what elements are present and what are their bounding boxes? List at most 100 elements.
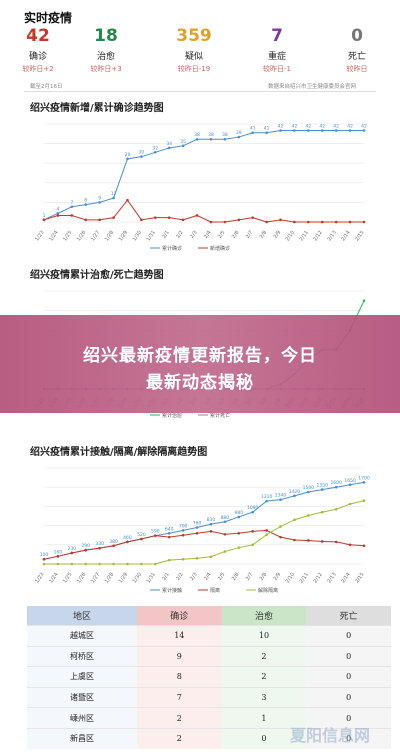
series-line xyxy=(43,529,365,560)
stat-delta-2: 较昨日-19 xyxy=(177,65,211,73)
data-point xyxy=(195,137,199,141)
data-label: 42 xyxy=(361,124,367,130)
x-tick-label: 2/9 xyxy=(273,230,283,240)
x-tick-label: 1/25 xyxy=(62,230,73,243)
data-point xyxy=(265,529,268,532)
x-tick-label: 2/6 xyxy=(231,572,241,582)
data-label: 38 xyxy=(222,132,228,138)
data-point xyxy=(70,205,74,209)
data-label: 1 xyxy=(43,213,46,219)
data-point xyxy=(237,218,241,222)
data-point xyxy=(279,498,282,501)
x-tick-label: 2/10 xyxy=(285,230,296,243)
legend-label: 解除隔离 xyxy=(258,587,278,594)
data-label: 590 xyxy=(151,529,160,535)
data-label: 700 xyxy=(179,523,188,529)
data-point xyxy=(223,520,227,524)
table-cell: 2 xyxy=(221,645,307,667)
data-point xyxy=(307,539,310,542)
data-label: 980 xyxy=(234,510,243,516)
data-point xyxy=(251,510,254,514)
data-point xyxy=(98,201,101,204)
data-label: 1550 xyxy=(317,483,329,489)
data-label: 1420 xyxy=(289,489,301,495)
data-point xyxy=(237,515,241,519)
data-point xyxy=(126,562,129,566)
data-point xyxy=(362,129,366,132)
data-point xyxy=(167,531,171,535)
x-tick-label: 1/27 xyxy=(90,572,101,585)
stat-label-1: 治愈 xyxy=(96,52,115,62)
data-label: 42 xyxy=(333,124,339,130)
watermark-logo: 夏阳信息网 xyxy=(289,726,370,745)
data-point xyxy=(70,562,74,566)
data-point xyxy=(237,546,241,549)
data-point xyxy=(84,562,88,566)
x-tick-label: 1/23 xyxy=(34,572,45,585)
table-cell: 0 xyxy=(306,727,391,749)
data-label: 39 xyxy=(236,130,242,136)
legend-label: 隔离 xyxy=(210,587,220,594)
data-point xyxy=(293,220,296,224)
data-point xyxy=(181,533,185,537)
data-point xyxy=(265,220,268,224)
header-confirmed: 确诊 xyxy=(136,606,222,626)
data-point xyxy=(293,129,296,132)
data-point xyxy=(42,557,46,561)
table-row: 柯桥区 9 2 0 xyxy=(27,645,391,667)
data-label: 7 xyxy=(70,200,73,206)
table-cell: 2 xyxy=(136,707,222,729)
x-tick-label: 2/1 xyxy=(161,572,171,582)
data-point xyxy=(307,220,310,224)
chart-confirmed: 1/23 1/24 1/25 1/26 1/27 1/28 1/29 1/30 1/31 2/1 2… xyxy=(34,124,367,252)
data-point xyxy=(293,538,296,542)
table-cell: 0 xyxy=(306,707,391,729)
data-label: 1600 xyxy=(330,480,342,486)
page-title: 实时疫情 xyxy=(24,11,73,25)
headline-banner xyxy=(0,315,400,413)
data-point xyxy=(320,540,324,543)
x-tick-label: 2/10 xyxy=(285,572,296,585)
header-cured: 治愈 xyxy=(221,606,307,626)
table-cell: 3 xyxy=(221,686,307,708)
series-line xyxy=(43,481,365,560)
chart-contacts: 1/23 1/24 1/25 1/26 1/27 1/28 1/29 1/30 1/31 2/1 2… xyxy=(34,467,370,594)
data-label: 830 xyxy=(207,517,216,523)
data-point xyxy=(251,530,254,533)
data-point xyxy=(126,157,129,161)
series-line xyxy=(43,130,364,221)
table-cell: 2 xyxy=(221,666,307,688)
data-point xyxy=(112,562,115,566)
legend-label: 新增确诊 xyxy=(210,245,230,252)
region-table: 地区 确诊 治愈 死亡 越城区 14 10 0 柯桥区 9 2 0 上虞区 8 2 0 诸暨区 7 3 0 嵊州… xyxy=(27,606,391,749)
data-point xyxy=(140,218,143,222)
table-header-row: 地区 确诊 治愈 死亡 xyxy=(27,606,391,626)
data-point xyxy=(334,507,338,511)
x-tick-label: 2/1 xyxy=(161,230,171,240)
series-line xyxy=(44,500,365,565)
data-point xyxy=(223,550,227,553)
x-tick-label: 2/2 xyxy=(175,572,185,582)
headline-text[interactable]: 绍兴最新疫情更新报告，今日 最新动态揭秘 xyxy=(0,343,400,397)
x-tick-label: 2/8 xyxy=(259,230,269,240)
data-point xyxy=(126,540,129,544)
x-tick-label: 2/14 xyxy=(340,230,351,243)
table-cell: 诸暨区 xyxy=(27,686,137,708)
data-label: 34 xyxy=(166,141,172,147)
x-tick-label: 2/7 xyxy=(245,572,255,582)
data-point xyxy=(334,129,338,132)
stat-label-2: 疑似 xyxy=(184,52,203,62)
data-point xyxy=(362,544,366,548)
data-point xyxy=(362,499,366,502)
table-cell: 9 xyxy=(136,645,222,667)
data-label: 11 xyxy=(111,191,117,197)
table-cell: 8 xyxy=(136,666,222,688)
data-point xyxy=(140,562,143,566)
x-tick-label: 2/5 xyxy=(217,230,227,240)
data-point xyxy=(98,218,101,222)
table-cell: 0 xyxy=(306,666,391,688)
x-tick-label: 1/24 xyxy=(48,572,59,585)
data-point xyxy=(195,556,199,560)
data-point xyxy=(348,220,352,224)
x-tick-label: 2/12 xyxy=(313,230,324,243)
